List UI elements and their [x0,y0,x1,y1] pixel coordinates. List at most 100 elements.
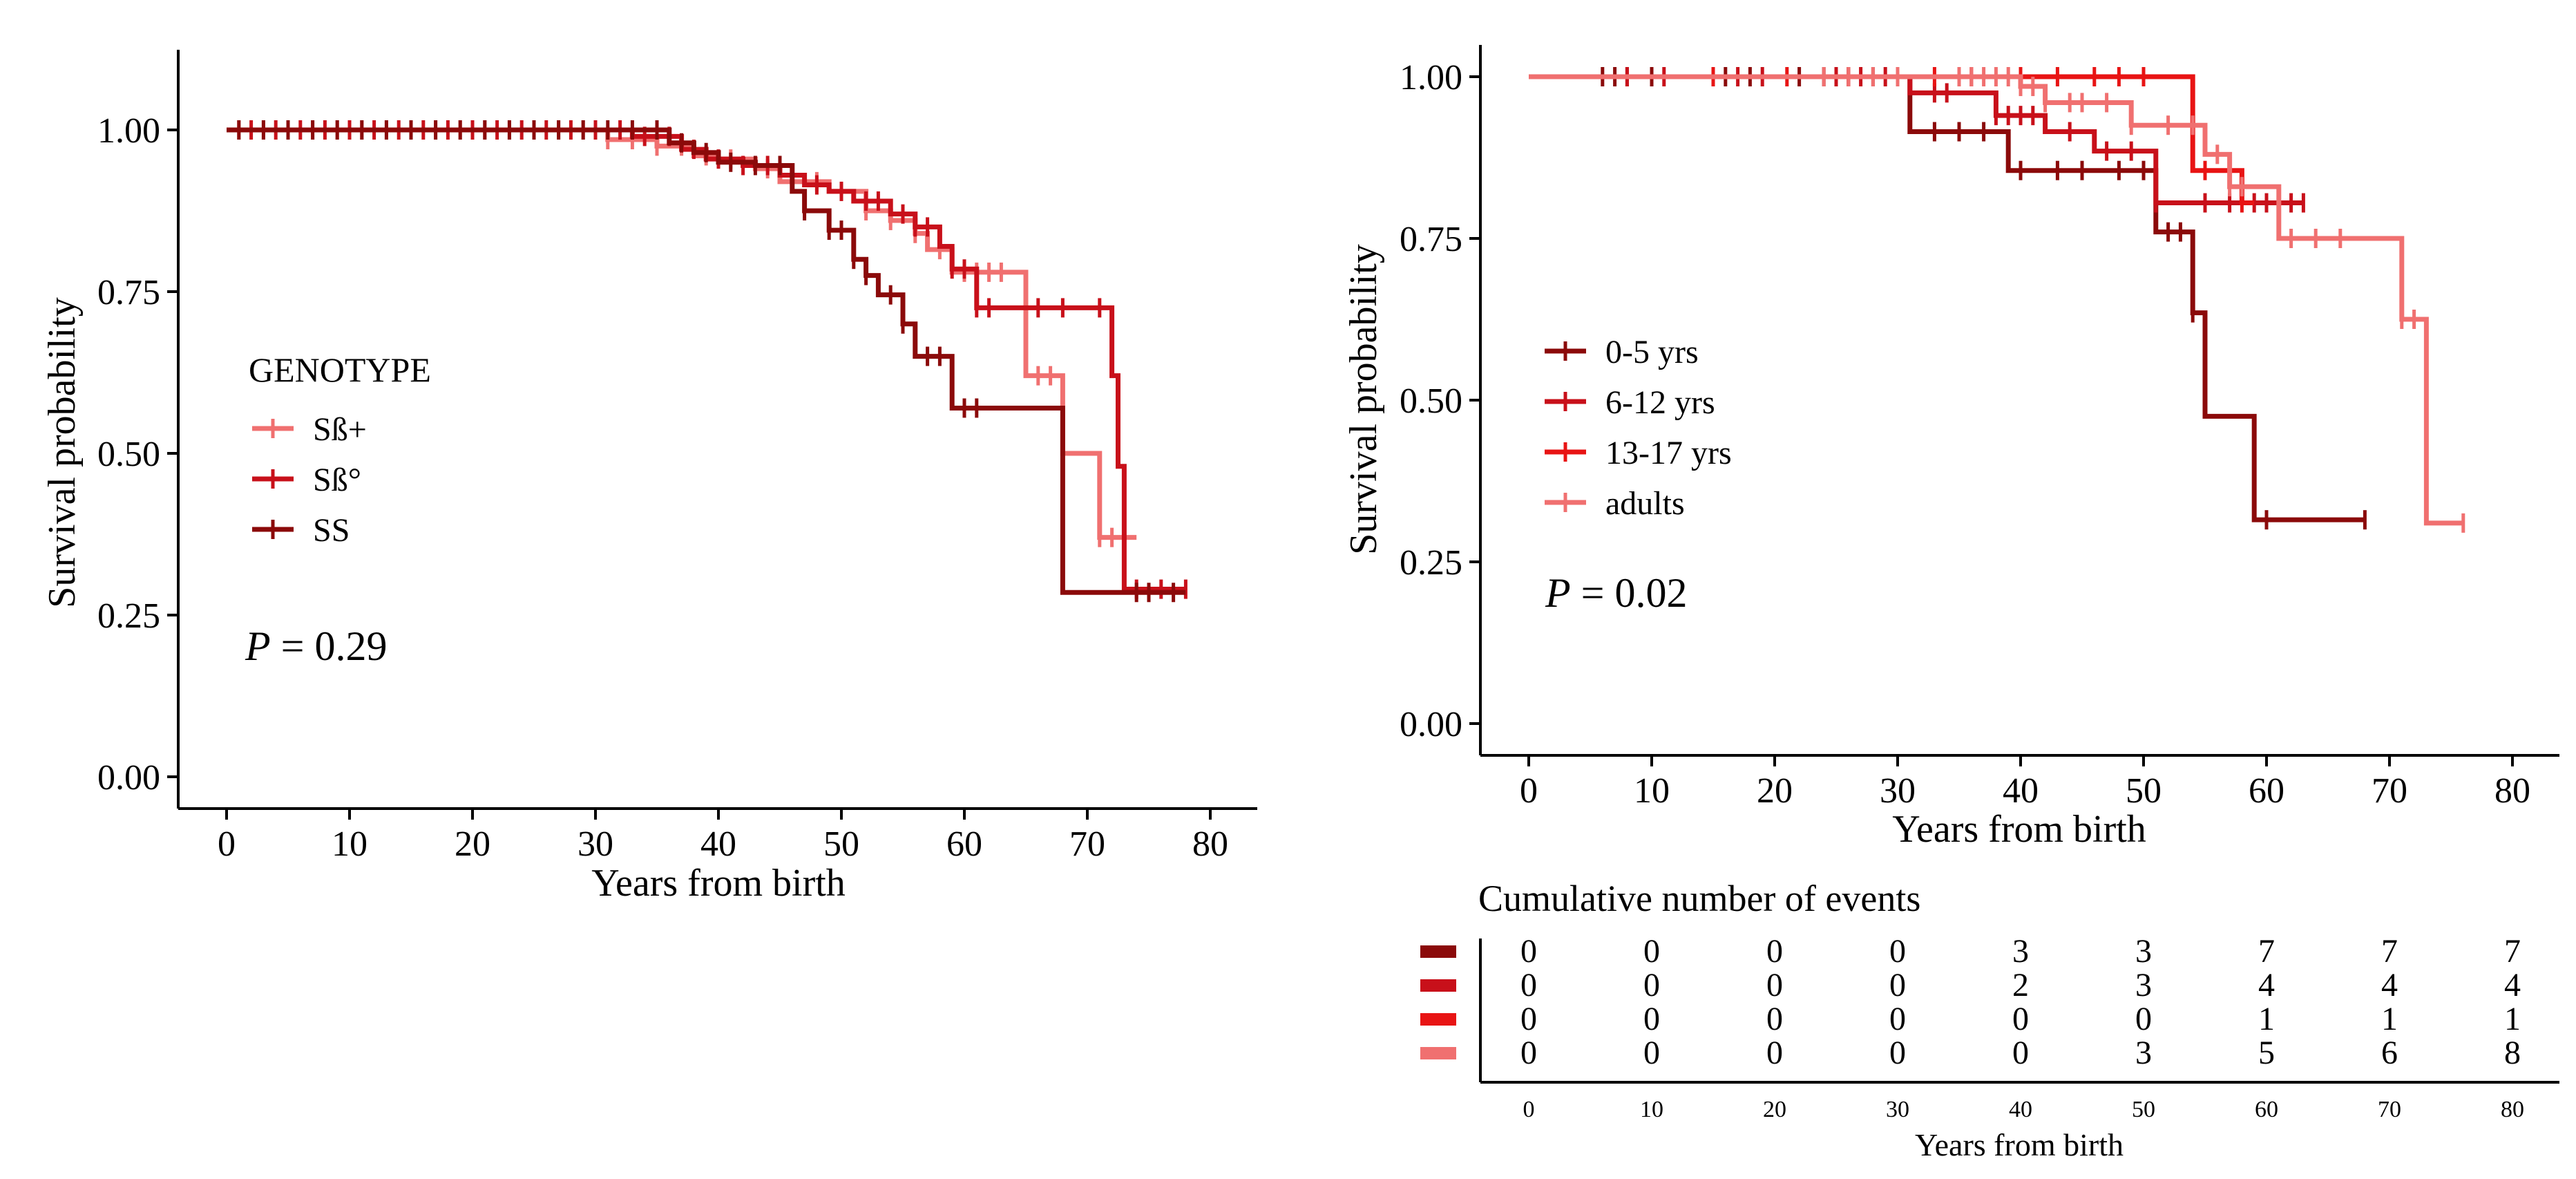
y-tick-label: 0.75 [97,273,160,312]
risk-cell: 4 [2381,967,2398,1003]
risk-cell: 7 [2381,933,2398,970]
legend-label: 6-12 yrs [1605,384,1715,421]
x-tick-label: 50 [2126,771,2162,811]
x-tick-label: 70 [1069,824,1105,864]
right-y-axis-title: Survival probability [1342,244,1385,555]
risk-cell: 7 [2258,933,2275,970]
risk-cell: 0 [1520,1001,1537,1037]
risk-row-swatch [1420,1047,1456,1059]
risk-table: Cumulative number of events 0 0 0 0 3 3 7 7 70 0 0… [1420,878,2559,1162]
x-tick-label: 50 [823,824,859,864]
risk-table-x-tick-labels: 0 10 20 30 40 50 60 70 80 [1523,1097,2525,1122]
legend-label: 13-17 yrs [1605,435,1732,471]
risk-cell: 0 [1766,1035,1783,1071]
risk-cell: 0 [2012,1035,2029,1071]
left-y-ticks [167,129,178,778]
x-tick-label: 80 [2494,771,2530,811]
y-tick-label: 0.25 [97,596,160,636]
series-line [227,127,1137,540]
x-tick-label: 80 [1192,824,1228,864]
risk-cell: 0 [1643,1001,1660,1037]
x-tick-label: 40 [2003,771,2039,811]
left-series-group [227,120,1187,603]
risk-cell: 0 [1643,967,1660,1003]
risk-cell: 6 [2381,1035,2398,1071]
left-legend: GENOTYPE Sß+ Sß° SS [249,350,431,549]
x-tick-label: 60 [2249,771,2284,811]
risk-cell: 0 [2135,1001,2152,1037]
left-p-value: P = 0.29 [245,623,388,669]
legend-label: Sß+ [313,411,367,448]
series-3 [1529,67,2465,533]
risk-row-swatch [1420,1013,1456,1026]
risk-cell: 5 [2258,1035,2275,1071]
risk-cell: 8 [2504,1035,2521,1071]
x-tick-label: 30 [1880,771,1916,811]
risk-cell: 3 [2012,933,2029,970]
y-tick-label: 0.50 [1400,381,1462,421]
risk-cell: 0 [1889,1001,1906,1037]
risk-cell: 0 [1766,933,1783,970]
legend-item: 13-17 yrs [1545,435,1732,471]
x-tick-label: 20 [1757,771,1793,811]
x-tick-label: 30 [578,824,613,864]
risk-x-tick-label: 30 [1886,1097,1909,1122]
series-2 [227,120,1186,603]
right-x-ticks [1527,755,2514,766]
legend-label: SS [313,512,350,549]
risk-cell: 0 [1520,967,1537,1003]
risk-cell: 0 [2012,1001,2029,1037]
series-2 [1529,67,2255,213]
risk-cell: 2 [2012,967,2029,1003]
y-tick-label: 1.00 [1400,58,1462,97]
left-x-ticks [225,809,1212,820]
risk-cell: 7 [2504,933,2521,970]
risk-cell: 3 [2135,933,2152,970]
right-p-value-text: = 0.02 [1571,570,1688,616]
x-tick-label: 0 [1520,771,1538,811]
risk-x-tick-label: 0 [1523,1097,1535,1122]
legend-label: adults [1605,485,1685,522]
risk-cell: 4 [2504,967,2521,1003]
x-tick-label: 10 [1634,771,1670,811]
risk-x-tick-label: 10 [1640,1097,1663,1122]
risk-cell: 3 [2135,967,2152,1003]
y-tick-label: 0.00 [97,758,160,798]
y-tick-label: 1.00 [97,111,160,151]
risk-x-tick-label: 70 [2378,1097,2401,1122]
legend-item: adults [1545,485,1685,522]
x-tick-label: 20 [455,824,490,864]
risk-x-tick-label: 60 [2255,1097,2278,1122]
y-tick-label: 0.00 [1400,705,1462,744]
left-x-tick-labels: 0 10 20 30 40 50 60 70 80 [218,824,1228,864]
risk-x-tick-label: 50 [2132,1097,2155,1122]
right-p-value: P = 0.02 [1545,570,1688,616]
left-x-axis-title: Years from birth [591,862,846,905]
risk-cell: 0 [1766,967,1783,1003]
y-tick-label: 0.25 [1400,543,1462,583]
right-x-axis-title: Years from birth [1892,808,2146,851]
risk-cell: 0 [1889,1035,1906,1071]
left-legend-title: GENOTYPE [249,350,431,389]
right-y-tick-labels: 0.00 0.25 0.50 0.75 1.00 [1400,58,1462,744]
risk-cell: 0 [1643,933,1660,970]
risk-x-tick-label: 20 [1763,1097,1786,1122]
risk-cell: 1 [2258,1001,2275,1037]
risk-cell: 1 [2381,1001,2398,1037]
right-p-label: P [1545,570,1571,616]
left-p-label: P [245,623,271,669]
risk-cell: 0 [1889,967,1906,1003]
risk-cell: 0 [1889,933,1906,970]
right-y-ticks [1469,75,1480,725]
left-y-axis-title: Survival probability [41,297,84,608]
series-line [1529,74,2255,206]
risk-cell: 3 [2135,1035,2152,1071]
x-tick-label: 60 [946,824,982,864]
series-line [1529,74,2304,206]
legend-item: SS [252,512,350,549]
risk-table-color-swatches [1420,945,1456,1059]
risk-table-title: Cumulative number of events [1478,878,1920,919]
right-legend: 0-5 yrs 6-12 yrs 13-17 yrs adults [1545,334,1732,522]
left-km-plot: 0.00 0.25 0.50 0.75 1.00 0 10 20 30 40 50 60 70 80 Y… [41,50,1257,905]
